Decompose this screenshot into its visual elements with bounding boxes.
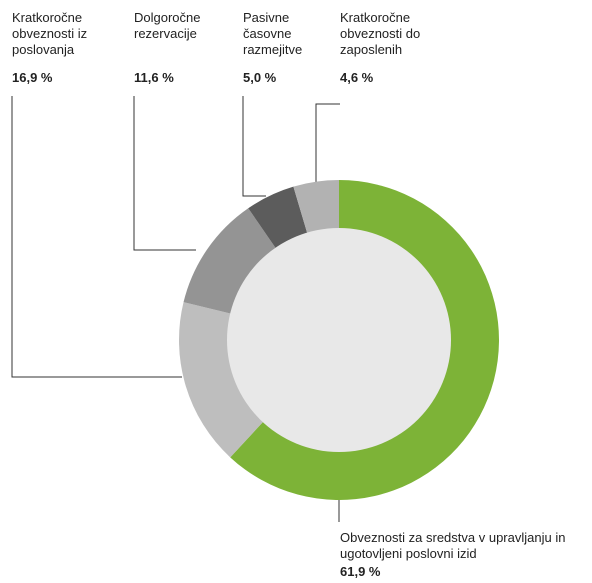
leader-line (315, 103, 340, 184)
leader-line (11, 96, 182, 378)
label: Dolgoročne rezervacije (134, 10, 201, 41)
label: Pasivne časovne razmejitve (243, 10, 303, 57)
value-label: 4,6 % (340, 70, 374, 85)
value-label: 61,9 % (340, 564, 381, 579)
donut-hole (227, 228, 451, 452)
value-label: 5,0 % (243, 70, 277, 85)
label: Kratkoročne obveznosti iz poslovanja (12, 10, 88, 57)
label: Obveznosti za sredstva v upravljanju in … (340, 530, 566, 561)
value-label: 11,6 % (134, 70, 174, 85)
label: Kratkoročne obveznosti do zaposlenih (340, 10, 421, 57)
value-label: 16,9 % (12, 70, 53, 85)
leader-line (133, 96, 196, 251)
leader-line (242, 96, 266, 197)
